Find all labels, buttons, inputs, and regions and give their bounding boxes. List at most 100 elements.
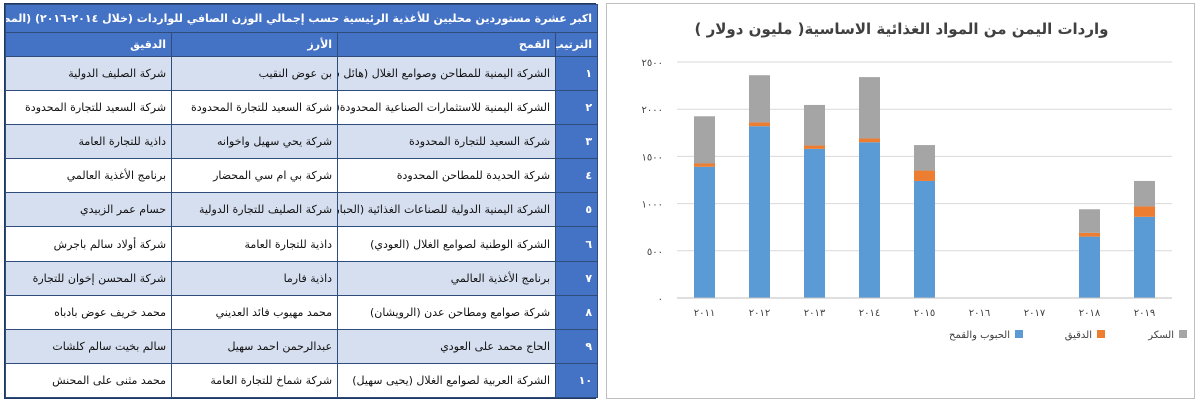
imports-chart-panel: واردات اليمن من المواد الغذائية الاساسية… <box>606 3 1195 399</box>
table-row: ٣ شركة السعيد للتجارة المحدودة شركة يحي … <box>4 124 599 160</box>
bar-segment <box>1134 206 1155 217</box>
bar-segment <box>749 126 770 298</box>
table-row: ٩ الحاج محمد على العودي عبدالرحمن احمد س… <box>4 328 599 364</box>
bar-segment <box>859 77 880 139</box>
rice-cell: شركة السعيد للتجارة المحدودة <box>171 90 339 126</box>
bar-segment <box>914 170 935 181</box>
table-row: ٤ شركة الحديدة للمطاحن المحدودة شركة بي … <box>4 158 599 194</box>
rank-cell: ٩ <box>555 328 599 364</box>
legend-swatch <box>1179 330 1187 338</box>
legend-label: السكر <box>1147 330 1174 341</box>
wheat-cell: الشركة اليمنية للاستثمارات الصناعية المح… <box>337 90 557 126</box>
table-row: ٢ الشركة اليمنية للاستثمارات الصناعية ال… <box>4 90 599 126</box>
table-caption-row: اكبر عشرة مستوردين محليين للأغذية الرئيس… <box>4 4 599 33</box>
rank-cell: ٨ <box>555 294 599 330</box>
wheat-cell: الشركة اليمنية للمطاحن وصوامع الغلال (ها… <box>337 55 557 92</box>
x-tick-label: ٢٠١٧ <box>1024 308 1046 319</box>
rice-cell: بن عوض النقيب <box>171 55 339 92</box>
flour-cell: شركة الصليف الدولية <box>4 55 173 92</box>
bar-segment <box>914 145 935 171</box>
table-header-row: الترتيب القمح الأرز الدقيق <box>4 32 599 57</box>
flour-cell: محمد خريف عوض بادباه <box>4 294 173 330</box>
wheat-cell: شركة صوامع ومطاحن عدن (الرويشان) <box>337 294 557 330</box>
rice-cell: عبدالرحمن احمد سهيل <box>171 328 339 364</box>
rank-cell: ٦ <box>555 226 599 262</box>
bar-segment <box>859 138 880 143</box>
x-tick-label: ٢٠١٢ <box>749 308 770 319</box>
importers-table: اكبر عشرة مستوردين محليين للأغذية الرئيس… <box>4 4 599 399</box>
bar-segment <box>1134 216 1155 298</box>
rice-cell: محمد مهيوب فائد العديني <box>171 294 339 330</box>
table-row: ١٠ الشركة العربية لصوامع الغلال (يحيى سه… <box>4 362 599 399</box>
x-tick-label: ٢٠١٥ <box>914 308 935 319</box>
y-tick-label: ٥٠٠ <box>647 247 663 258</box>
table-row: ١ الشركة اليمنية للمطاحن وصوامع الغلال (… <box>4 55 599 92</box>
wheat-cell: الشركة الوطنية لصوامع الغلال (العودي) <box>337 226 557 262</box>
rice-cell: شركة الصليف للتجارة الدولية <box>171 192 339 228</box>
rank-cell: ٣ <box>555 124 599 160</box>
wheat-cell: الحاج محمد على العودي <box>337 328 557 364</box>
table-row: ٨ شركة صوامع ومطاحن عدن (الرويشان) محمد … <box>4 294 599 330</box>
chart-legend: الحبوب والقمح الدقيق السكر <box>949 330 1187 341</box>
flour-cell: شركة أولاد سالم باجرش <box>4 226 173 262</box>
header-rice: الأرز <box>171 32 339 57</box>
flour-cell: محمد مثنى على المحنش <box>4 362 173 399</box>
bar-segment <box>749 75 770 123</box>
y-tick-label: ١٥٠٠ <box>642 152 663 163</box>
table-row: ٦ الشركة الوطنية لصوامع الغلال (العودي) … <box>4 226 599 262</box>
wheat-cell: الشركة اليمنية الدولية للصناعات الغذائية… <box>337 192 557 228</box>
chart-title: واردات اليمن من المواد الغذائية الاساسية… <box>694 20 1109 38</box>
x-tick-label: ٢٠١٤ <box>859 308 880 319</box>
bar-segment <box>859 142 880 298</box>
flour-cell: شركة السعيد للتجارة المحدودة <box>4 90 173 126</box>
x-tick-label: ٢٠١١ <box>694 308 715 319</box>
flour-cell: شركة المحسن إخوان للتجارة <box>4 260 173 296</box>
x-tick-label: ٢٠١٦ <box>969 308 990 319</box>
rice-cell: شركة شماخ للتجارة العامة <box>171 362 339 399</box>
table-row: ٧ برنامج الأغذية العالمي داذية فارما شرك… <box>4 260 599 296</box>
bar-segment <box>914 180 935 298</box>
x-tick-label: ٢٠١٣ <box>804 308 826 319</box>
wheat-cell: برنامج الأغذية العالمي <box>337 260 557 296</box>
bar-segment <box>1079 236 1100 298</box>
bar-segment <box>694 166 715 298</box>
flour-cell: حسام عمر الزبيدي <box>4 192 173 228</box>
rice-cell: شركة بي ام سي المحضار <box>171 158 339 194</box>
bar-segment <box>1079 232 1100 237</box>
bar-segment <box>694 116 715 164</box>
rank-cell: ٥ <box>555 192 599 228</box>
legend-label: الدقيق <box>1065 330 1092 341</box>
rank-cell: ٤ <box>555 158 599 194</box>
flour-cell: داذية للتجارة العامة <box>4 124 173 160</box>
bar-segment <box>804 148 825 298</box>
y-tick-label: ٢٥٠٠ <box>642 58 663 69</box>
bar-segment <box>749 122 770 127</box>
rice-cell: شركة يحي سهيل واخوانه <box>171 124 339 160</box>
chart-bars <box>694 75 1155 298</box>
rank-cell: ٢ <box>555 90 599 126</box>
bar-segment <box>1134 180 1155 207</box>
legend-swatch <box>1097 330 1105 338</box>
wheat-cell: شركة السعيد للتجارة المحدودة <box>337 124 557 160</box>
rank-cell: ١٠ <box>555 362 599 399</box>
y-tick-label: ٠ <box>658 294 663 305</box>
table-row: ٥ الشركة اليمنية الدولية للصناعات الغذائ… <box>4 192 599 228</box>
wheat-cell: الشركة العربية لصوامع الغلال (يحيى سهيل) <box>337 362 557 399</box>
table-caption: اكبر عشرة مستوردين محليين للأغذية الرئيس… <box>4 4 599 33</box>
rank-cell: ١ <box>555 55 599 92</box>
rank-cell: ٧ <box>555 260 599 296</box>
x-tick-label: ٢٠١٨ <box>1079 308 1101 319</box>
imports-chart: ٠ ٥٠٠ ١٠٠٠ ١٥٠٠ ٢٠٠٠ ٢٥٠٠ ٢٠١١ ٢٠١٢ ٢٠١٣ ٢٠١٤ ٢٠١٥… <box>642 58 1187 341</box>
header-wheat: القمح <box>337 32 557 57</box>
bar-segment <box>694 163 715 167</box>
flour-cell: سالم بخيت سالم كلشات <box>4 328 173 364</box>
x-tick-label: ٢٠١٩ <box>1134 308 1155 319</box>
y-tick-label: ١٠٠٠ <box>642 200 663 211</box>
bar-segment <box>804 145 825 149</box>
chart-axes: ٠ ٥٠٠ ١٠٠٠ ١٥٠٠ ٢٠٠٠ ٢٥٠٠ ٢٠١١ ٢٠١٢ ٢٠١٣ ٢٠١٤ ٢٠١٥… <box>642 58 1172 319</box>
bar-segment <box>804 104 825 146</box>
importers-table-panel: اكبر عشرة مستوردين محليين للأغذية الرئيس… <box>4 3 599 399</box>
header-flour: الدقيق <box>4 32 173 57</box>
header-rank: الترتيب <box>555 32 599 57</box>
wheat-cell: شركة الحديدة للمطاحن المحدودة <box>337 158 557 194</box>
